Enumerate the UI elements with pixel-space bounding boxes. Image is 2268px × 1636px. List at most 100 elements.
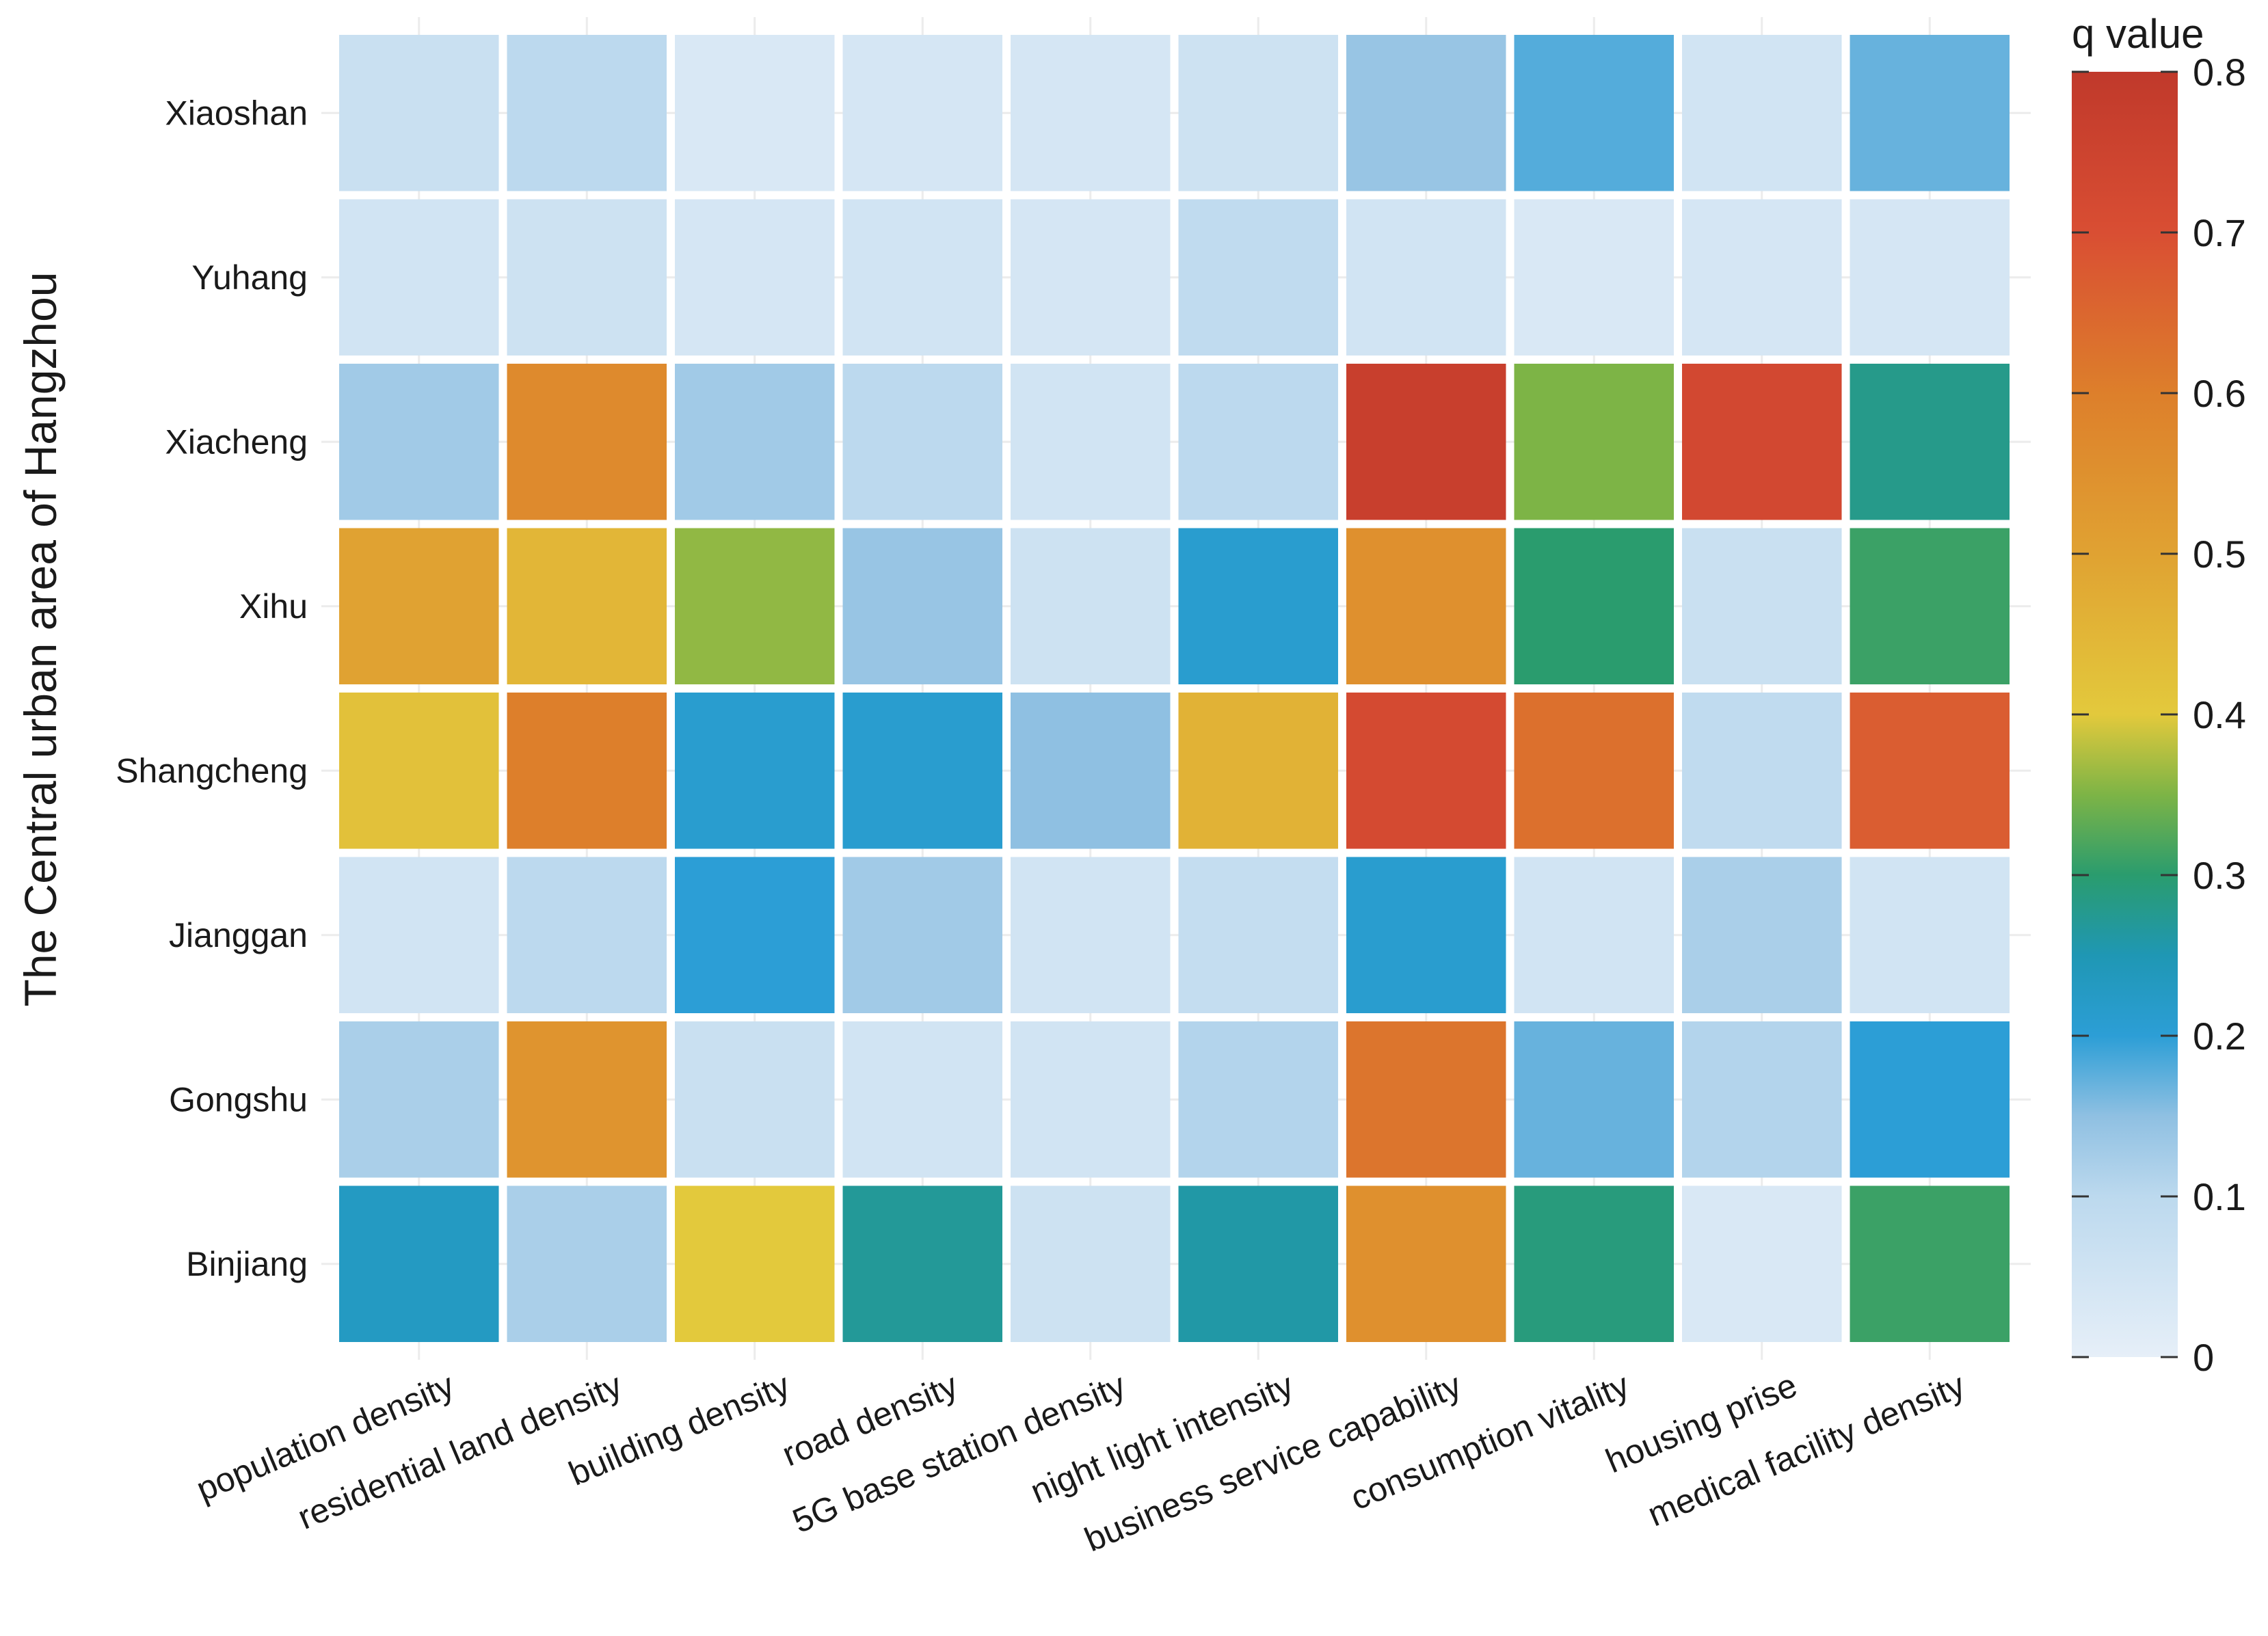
heatmap-cell bbox=[339, 35, 499, 191]
heatmap-cell bbox=[1011, 35, 1171, 191]
heatmap-cell bbox=[1514, 528, 1674, 684]
legend-tick-label: 0.8 bbox=[2193, 51, 2246, 94]
x-tick-label: consumption vitality bbox=[1345, 1366, 1635, 1518]
heatmap-cell bbox=[842, 857, 1002, 1013]
heatmap-cell bbox=[507, 1021, 667, 1178]
heatmap-cell bbox=[507, 1185, 667, 1342]
heatmap-cell bbox=[1178, 1185, 1338, 1342]
heatmap-cell bbox=[339, 857, 499, 1013]
heatmap-cell bbox=[1346, 693, 1506, 849]
heatmap-cell bbox=[1682, 857, 1842, 1013]
heatmap-cell bbox=[1011, 857, 1171, 1013]
heatmap-cell bbox=[842, 1185, 1002, 1342]
legend-title: q value bbox=[2072, 11, 2204, 57]
legend-tick-label: 0 bbox=[2193, 1336, 2214, 1379]
heatmap-cell bbox=[1682, 528, 1842, 684]
heatmap-cell bbox=[1514, 1185, 1674, 1342]
heatmap-cell bbox=[1346, 857, 1506, 1013]
heatmap-cell bbox=[339, 693, 499, 849]
heatmap-cell bbox=[1011, 528, 1171, 684]
heatmap-cell bbox=[1011, 1021, 1171, 1178]
heatmap-cell bbox=[507, 857, 667, 1013]
heatmap-cell bbox=[1850, 199, 2010, 356]
heatmap-cell bbox=[1682, 1021, 1842, 1178]
heatmap-cell bbox=[675, 1021, 835, 1178]
heatmap-cell bbox=[675, 528, 835, 684]
legend-tick-label: 0.1 bbox=[2193, 1175, 2246, 1218]
heatmap-cell bbox=[1682, 1185, 1842, 1342]
heatmap-cell bbox=[675, 1185, 835, 1342]
heatmap-cell bbox=[339, 199, 499, 356]
legend-tick-label: 0.5 bbox=[2193, 533, 2246, 576]
heatmap-cell bbox=[675, 199, 835, 356]
heatmap-cell bbox=[1850, 693, 2010, 849]
y-tick-label: Yuhang bbox=[191, 258, 308, 297]
heatmap-cell bbox=[339, 364, 499, 520]
legend-ticks: 0 0.1 0.2 0.3 0.4 0.5 0.6 0.7 0.8 bbox=[2072, 51, 2246, 1379]
heatmap-cell bbox=[1850, 1021, 2010, 1178]
heatmap-cell bbox=[507, 693, 667, 849]
heatmap-cell bbox=[842, 364, 1002, 520]
y-axis-label: The Central urban area of Hangzhou bbox=[15, 271, 66, 1006]
y-tick-labels: Xiaoshan Yuhang Xiacheng Xihu Shangcheng Jian… bbox=[116, 94, 308, 1283]
heatmap-cell bbox=[1346, 528, 1506, 684]
heatmap-cell bbox=[1346, 1185, 1506, 1342]
heatmap-cell bbox=[1850, 364, 2010, 520]
heatmap-cell bbox=[1178, 35, 1338, 191]
heatmap-cell bbox=[842, 693, 1002, 849]
heatmap-cell bbox=[507, 199, 667, 356]
heatmap-cell bbox=[339, 1021, 499, 1178]
heatmap-cell bbox=[1346, 364, 1506, 520]
legend-tick-label: 0.4 bbox=[2193, 693, 2246, 736]
y-tick-label: Shangcheng bbox=[116, 751, 308, 790]
heatmap-cells bbox=[339, 35, 2010, 1342]
heatmap-cell bbox=[1346, 1021, 1506, 1178]
heatmap-cell bbox=[1514, 35, 1674, 191]
heatmap-cell bbox=[842, 35, 1002, 191]
heatmap-cell bbox=[1850, 528, 2010, 684]
heatmap-cell bbox=[1178, 857, 1338, 1013]
y-tick-label: Jianggan bbox=[169, 916, 308, 954]
heatmap-cell bbox=[1011, 693, 1171, 849]
heatmap-cell bbox=[1850, 35, 2010, 191]
legend-tick-label: 0.6 bbox=[2193, 372, 2246, 415]
heatmap-cell bbox=[1011, 199, 1171, 356]
heatmap-cell bbox=[1514, 693, 1674, 849]
heatmap-cell bbox=[507, 528, 667, 684]
heatmap-cell bbox=[339, 528, 499, 684]
heatmap-cell bbox=[507, 364, 667, 520]
legend-tick-label: 0.3 bbox=[2193, 854, 2246, 897]
y-tick-label: Xiaoshan bbox=[165, 94, 308, 132]
heatmap-cell bbox=[1514, 364, 1674, 520]
heatmap-cell bbox=[842, 199, 1002, 356]
y-tick-label: Xiacheng bbox=[165, 423, 308, 461]
heatmap-cell bbox=[1178, 528, 1338, 684]
heatmap-cell bbox=[1682, 35, 1842, 191]
heatmap-cell bbox=[1011, 364, 1171, 520]
heatmap-cell bbox=[1011, 1185, 1171, 1342]
heatmap-cell bbox=[675, 857, 835, 1013]
heatmap-cell bbox=[1178, 364, 1338, 520]
heatmap-cell bbox=[1514, 1021, 1674, 1178]
legend-tick-label: 0.7 bbox=[2193, 211, 2246, 254]
legend-tick-label: 0.2 bbox=[2193, 1015, 2246, 1058]
heatmap-cell bbox=[675, 693, 835, 849]
legend-color-bar bbox=[2072, 72, 2178, 1357]
heatmap-cell bbox=[339, 1185, 499, 1342]
x-tick-label: medical facility density bbox=[1642, 1366, 1971, 1534]
heatmap-cell bbox=[1682, 364, 1842, 520]
heatmap-cell bbox=[1514, 857, 1674, 1013]
heatmap-cell bbox=[507, 35, 667, 191]
heatmap-cell bbox=[842, 528, 1002, 684]
heatmap-cell bbox=[1178, 693, 1338, 849]
heatmap-cell bbox=[1682, 199, 1842, 356]
y-tick-label: Xihu bbox=[239, 587, 308, 626]
heatmap-cell bbox=[842, 1021, 1002, 1178]
y-tick-label: Gongshu bbox=[169, 1080, 308, 1118]
heatmap-cell bbox=[1514, 199, 1674, 356]
heatmap-cell bbox=[1346, 199, 1506, 356]
y-tick-label: Binjiang bbox=[186, 1245, 308, 1283]
heatmap-cell bbox=[1850, 1185, 2010, 1342]
heatmap-cell bbox=[675, 35, 835, 191]
